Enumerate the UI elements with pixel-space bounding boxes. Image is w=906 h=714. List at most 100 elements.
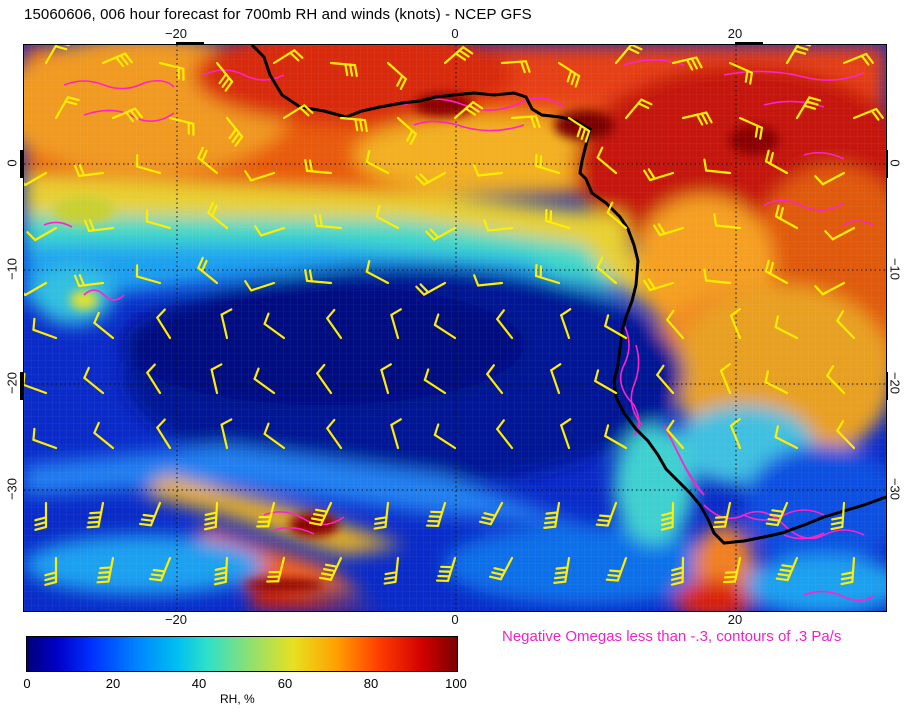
omega-contours (43, 59, 875, 602)
wind-barb-feather (594, 369, 600, 383)
wind-barb-feather (44, 571, 58, 577)
wind-barb-feather (308, 159, 313, 173)
wind-barb-feather (429, 228, 440, 239)
wind-barb-feather (824, 230, 834, 241)
wind-barb-staff (666, 428, 685, 450)
wind-barb-feather (779, 206, 784, 220)
wind-barb-staff (764, 381, 789, 395)
wind-barb-feather (607, 573, 621, 578)
wind-barb-feather (89, 511, 103, 515)
rh-wind-map (23, 44, 887, 612)
wind-barb-feather (576, 124, 583, 138)
wind-barb-feather (464, 107, 477, 116)
wind-barb-feather (399, 77, 407, 90)
wind-barb-feather (133, 107, 143, 119)
wind-barb-feather (744, 69, 749, 83)
wind-barb-staff (774, 326, 799, 340)
wind-barb-feather (666, 309, 675, 321)
colorbar-tick-60: 60 (277, 676, 293, 691)
wind-barb-feather (78, 274, 86, 287)
wind-barb-feather (423, 368, 430, 382)
map-canvas (24, 45, 886, 611)
wind-barb-feather (299, 106, 310, 117)
wind-barb-feather (93, 421, 100, 434)
wind-barb-feather (870, 109, 880, 121)
wind-barb-feather (148, 577, 163, 582)
wind-barb-feather (99, 566, 113, 570)
wind-barb-feather (221, 76, 231, 88)
wind-barb-feather (769, 513, 783, 518)
wind-barb-staff (550, 369, 561, 395)
wind-barb-feather (415, 285, 426, 296)
wind-barb-feather (714, 515, 729, 519)
wind-barb-feather (647, 168, 656, 180)
wind-barb-staff (365, 270, 390, 285)
wind-barb-feather (627, 47, 640, 55)
wind-barb-feather (224, 80, 234, 92)
wind-barb-staff (260, 226, 286, 237)
wind-barb-feather (491, 571, 505, 577)
wind-barb-feather (26, 231, 37, 242)
wind-barb-feather (73, 274, 81, 288)
wind-barb-feather (87, 520, 101, 524)
wind-barb-feather (316, 363, 326, 375)
wind-barb-staff (604, 434, 628, 450)
wind-barb-feather (670, 580, 684, 586)
wind-barb-feather (83, 366, 90, 379)
wind-barb-feather (462, 46, 474, 55)
wind-barb-feather (32, 427, 36, 441)
wind-barb-feather (759, 126, 764, 140)
wind-barb-feather (123, 52, 133, 64)
wind-barb-staff (433, 323, 457, 340)
wind-barb-feather (375, 204, 381, 218)
wind-barb-staff (156, 426, 172, 450)
wind-barb-feather (263, 422, 270, 435)
wind-barb-feather (666, 419, 675, 431)
frame-tick-left-1 (20, 150, 24, 178)
wind-barb-feather (289, 51, 300, 62)
wind-barb-staff (606, 211, 628, 230)
wind-barb-feather (419, 173, 430, 184)
wind-barb-feather (244, 170, 253, 182)
wind-barb-feather (384, 575, 398, 580)
wind-barb-feather (344, 63, 349, 77)
wind-barb-staff (560, 314, 571, 340)
wind-barb-feather (769, 151, 774, 165)
wind-barb-feather (115, 56, 125, 68)
wind-barb-feather (390, 308, 402, 317)
wind-barb-feather (826, 365, 835, 377)
wind-barb-feather (496, 309, 505, 321)
wind-barb-feather (764, 370, 770, 384)
model-grid-texture (24, 45, 886, 611)
omega-legend-note: Negative Omegas less than -.3, contours … (502, 628, 842, 645)
wind-barb-feather (140, 518, 154, 522)
wind-barb-staff (821, 281, 846, 296)
wind-barb-feather (544, 516, 558, 520)
wind-barb-feather (204, 516, 218, 521)
wind-barb-feather (34, 516, 48, 522)
wind-barb-feather (138, 522, 153, 527)
wind-barb-staff (214, 501, 219, 529)
wind-barb-feather (805, 100, 819, 106)
wind-barb-staff (220, 423, 229, 450)
wind-barb-feather (660, 521, 674, 526)
wind-barb-feather (764, 149, 770, 163)
wind-barb-feather (473, 274, 480, 287)
wind-barb-staff (250, 171, 276, 182)
wind-barb-staff (836, 429, 856, 450)
wind-barb-feather (210, 363, 223, 371)
wind-barb-staff (135, 275, 162, 285)
wind-barb-feather (197, 146, 204, 159)
wind-barb-feather (218, 73, 228, 85)
wind-barb-feather (808, 96, 822, 102)
wind-barb-feather (303, 104, 314, 114)
wind-barb-feather (705, 111, 713, 124)
wind-barb-feather (570, 72, 577, 86)
wind-barb-feather (630, 45, 643, 51)
wind-barb-feather (380, 363, 392, 372)
wind-barb-feather (840, 580, 854, 586)
wind-barb-staff (705, 169, 732, 175)
wind-barb-feather (774, 204, 780, 218)
wind-barb-staff (24, 171, 48, 187)
wind-barb-feather (433, 313, 440, 327)
